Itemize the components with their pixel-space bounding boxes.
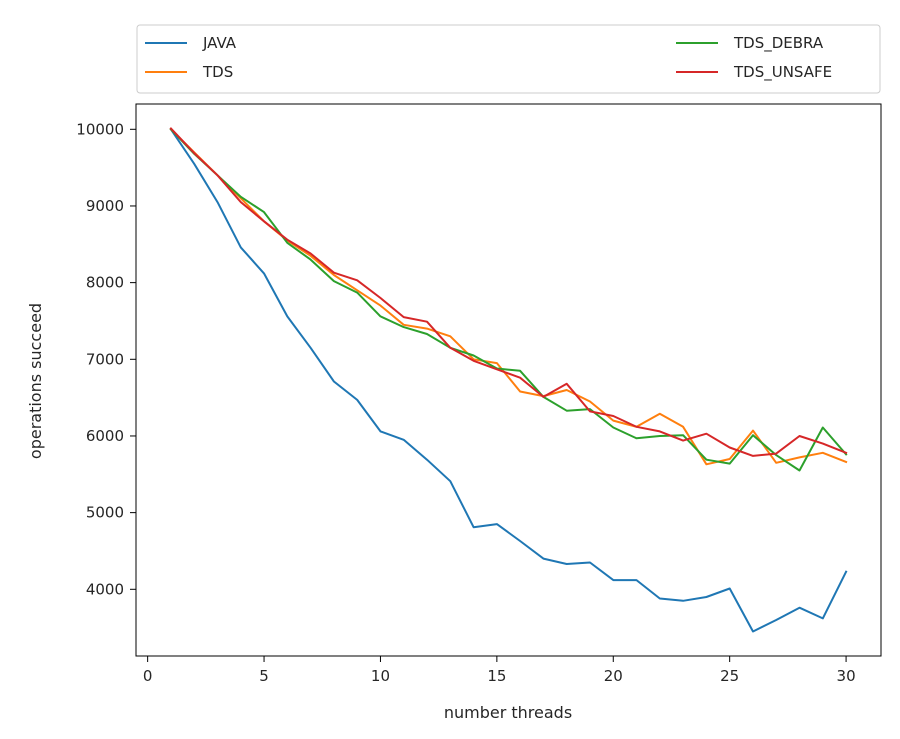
legend: JAVA TDS TDS_DEBRA TDS_UNSAFE xyxy=(136,24,881,94)
series-line-tds xyxy=(169,127,848,466)
y-tick-label: 10000 xyxy=(76,120,124,138)
y-tick-label: 8000 xyxy=(86,274,124,292)
x-tick-label: 10 xyxy=(371,667,390,685)
x-tick-label: 25 xyxy=(720,667,739,685)
x-axis-title: number threads xyxy=(444,703,572,722)
legend-label-tds: TDS xyxy=(202,63,233,81)
x-tick-label: 20 xyxy=(604,667,623,685)
y-axis: 4000 5000 6000 7000 8000 9000 10000 xyxy=(76,120,136,598)
x-tick-label: 0 xyxy=(143,667,153,685)
x-tick-label: 5 xyxy=(259,667,269,685)
x-tick-label: 15 xyxy=(487,667,506,685)
legend-label-java: JAVA xyxy=(202,34,237,52)
x-tick-label: 30 xyxy=(837,667,856,685)
x-axis: 0 5 10 15 20 25 30 xyxy=(143,656,856,685)
series-line-java xyxy=(169,127,848,633)
y-tick-label: 9000 xyxy=(86,197,124,215)
series-line-tds-unsafe xyxy=(169,127,848,457)
legend-label-tds-debra: TDS_DEBRA xyxy=(733,34,824,53)
plot-frame xyxy=(135,103,882,657)
legend-label-tds-unsafe: TDS_UNSAFE xyxy=(733,63,832,82)
y-tick-label: 4000 xyxy=(86,580,124,598)
y-tick-label: 7000 xyxy=(86,350,124,368)
series-line-tds-debra xyxy=(169,127,848,472)
plot-area xyxy=(135,103,882,657)
y-tick-label: 5000 xyxy=(86,504,124,522)
y-axis-title: operations succeed xyxy=(26,303,45,459)
series-lines xyxy=(169,127,848,633)
y-tick-label: 6000 xyxy=(86,427,124,445)
